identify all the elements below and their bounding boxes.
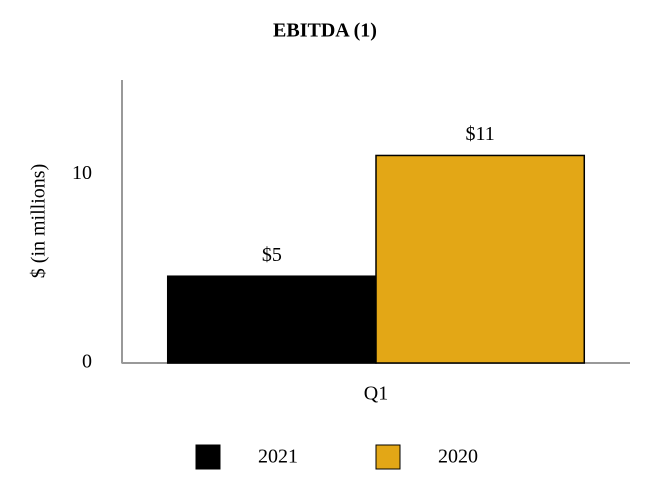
legend-swatch [375, 444, 401, 470]
chart-title: EBITDA (1) [273, 20, 377, 42]
bar [375, 154, 586, 364]
legend-swatch [195, 444, 221, 470]
legend-label: 2021 [258, 446, 298, 468]
y-tick-label: 0 [82, 351, 92, 373]
legend-label: 2020 [438, 446, 478, 468]
x-tick-label: Q1 [364, 383, 388, 405]
y-axis-label: $ (in millions) [28, 164, 50, 278]
y-tick-label: 10 [72, 162, 92, 184]
value-label: $5 [262, 244, 282, 266]
value-label: $11 [466, 123, 495, 145]
bar [166, 275, 377, 364]
